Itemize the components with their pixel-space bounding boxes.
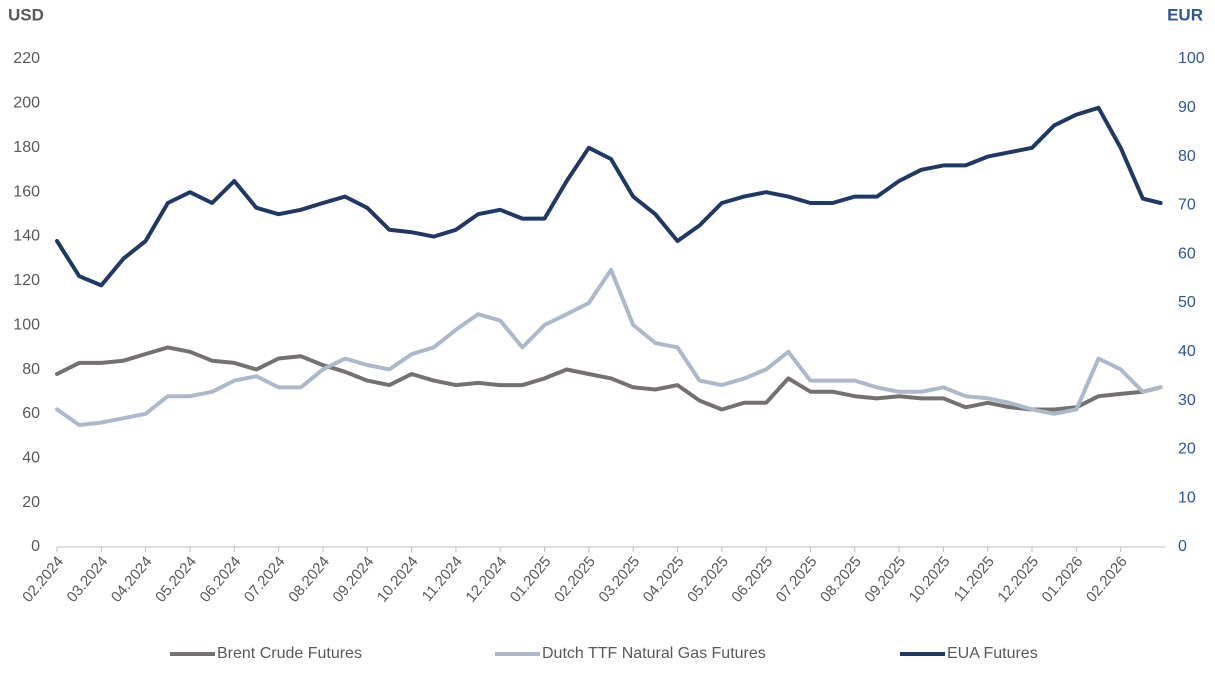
y2-axis-unit: EUR	[1167, 5, 1203, 24]
y2-tick-label: 20	[1178, 441, 1196, 458]
y2-tick-label: 80	[1178, 148, 1196, 165]
x-tick-label: 10.2025	[906, 553, 954, 605]
x-tick-label: 06.2024	[197, 553, 245, 605]
y-tick-label: 120	[13, 272, 40, 289]
x-tick-label: 05.2024	[152, 553, 200, 605]
x-tick-label: 02.2025	[551, 553, 599, 605]
y-tick-label: 200	[13, 95, 40, 112]
x-tick-label: 07.2024	[241, 553, 289, 605]
y-tick-label: 40	[22, 449, 40, 466]
x-tick-label: 01.2026	[1039, 553, 1087, 605]
y-axis-unit: USD	[8, 5, 44, 24]
x-tick-label: 11.2024	[419, 553, 466, 605]
y2-tick-label: 100	[1178, 50, 1205, 67]
legend-label: EUA Futures	[947, 645, 1038, 662]
x-tick-label: 05.2025	[684, 553, 732, 605]
y2-tick-label: 30	[1178, 392, 1196, 409]
legend-label: Brent Crude Futures	[217, 645, 362, 662]
y-tick-label: 0	[31, 538, 40, 555]
x-tick-label: 03.2024	[64, 553, 112, 605]
x-tick-label: 04.2025	[640, 553, 688, 605]
x-tick-label: 12.2025	[994, 553, 1042, 605]
series-line	[55, 267, 1163, 427]
legend-label: Dutch TTF Natural Gas Futures	[542, 645, 766, 662]
x-tick-label: 12.2024	[462, 553, 510, 605]
y2-tick-label: 50	[1178, 294, 1196, 311]
x-tick-label: 11.2025	[951, 553, 998, 605]
x-tick-label: 10.2024	[374, 553, 422, 605]
x-tick-label: 08.2025	[817, 553, 865, 605]
x-tick-label: 08.2024	[285, 553, 333, 605]
y-tick-label: 20	[22, 494, 40, 511]
series-line	[55, 105, 1163, 288]
y2-tick-label: 10	[1178, 489, 1196, 506]
x-tick-label: 01.2025	[507, 553, 555, 605]
x-tick-label: 06.2025	[728, 553, 776, 605]
y2-tick-label: 90	[1178, 99, 1196, 116]
series-line	[55, 345, 1163, 412]
y-tick-label: 160	[13, 183, 40, 200]
y2-tick-label: 70	[1178, 197, 1196, 214]
y2-tick-label: 0	[1178, 538, 1187, 555]
y-tick-label: 100	[13, 316, 40, 333]
y-tick-label: 80	[22, 361, 40, 378]
x-tick-label: 09.2024	[329, 553, 377, 605]
x-tick-label: 02.2026	[1083, 553, 1131, 605]
y-tick-label: 140	[13, 228, 40, 245]
y2-tick-label: 40	[1178, 343, 1196, 360]
y-tick-label: 60	[22, 405, 40, 422]
y-tick-label: 180	[13, 139, 40, 156]
y-tick-label: 220	[13, 50, 40, 67]
x-tick-label: 07.2025	[773, 553, 821, 605]
x-tick-label: 09.2025	[861, 553, 909, 605]
y2-tick-label: 60	[1178, 245, 1196, 262]
x-tick-label: 02.2024	[19, 553, 67, 605]
x-tick-label: 04.2024	[108, 553, 156, 605]
x-tick-label: 03.2025	[595, 553, 643, 605]
